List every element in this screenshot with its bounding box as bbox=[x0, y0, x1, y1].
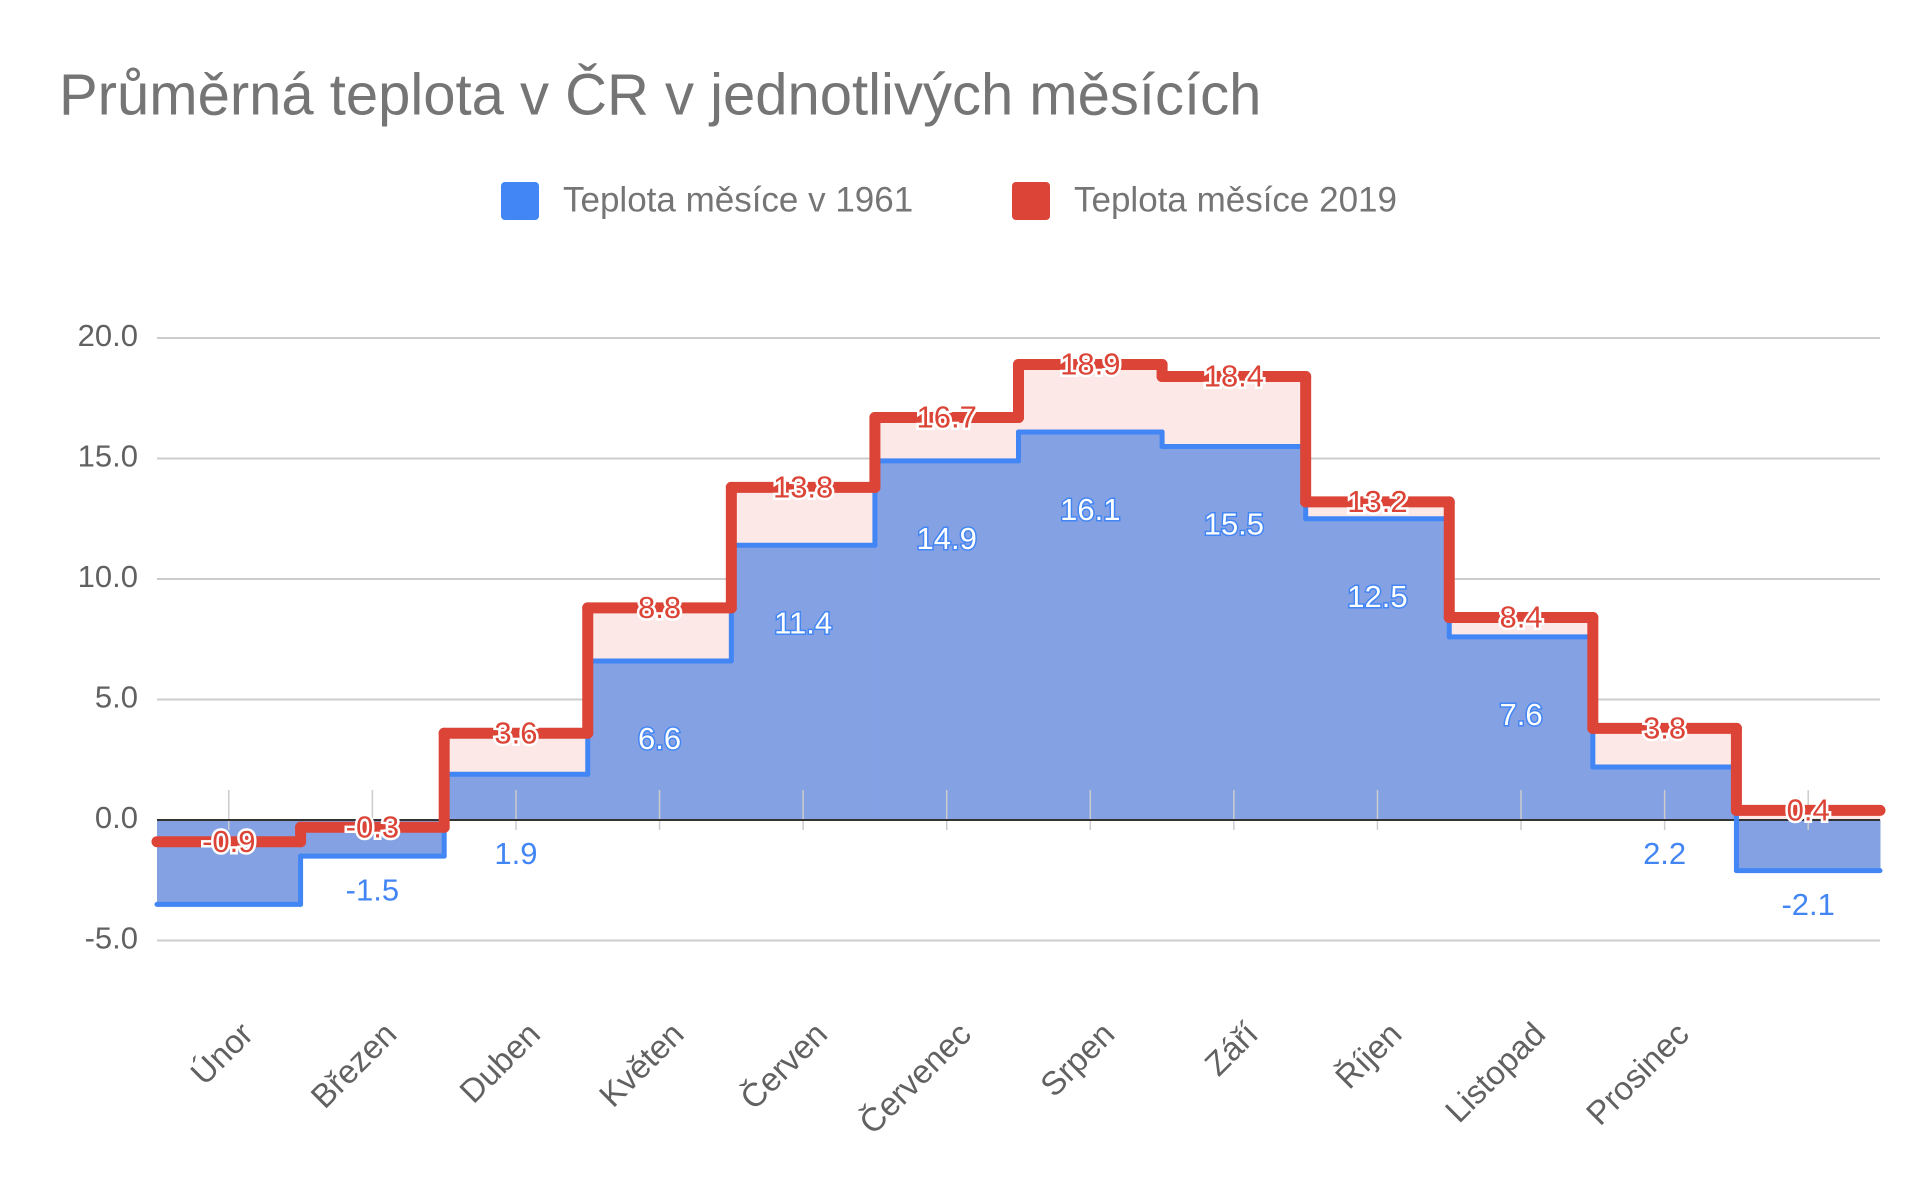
data-label: -2.1 bbox=[1781, 887, 1834, 922]
y-tick-label: 5.0 bbox=[95, 680, 138, 715]
area-step bbox=[157, 820, 302, 905]
data-label: 16.7 bbox=[917, 400, 977, 435]
chart-title: Průměrná teplota v ČR v jednotlivých měs… bbox=[59, 62, 1261, 127]
data-label: 3.8 bbox=[1643, 711, 1686, 746]
data-label: 12.5 bbox=[1347, 579, 1407, 614]
area-step bbox=[1162, 446, 1307, 820]
area-step bbox=[1449, 636, 1594, 820]
x-tick-label: Září bbox=[1197, 1015, 1265, 1083]
data-label: 13.2 bbox=[1347, 484, 1407, 519]
x-tick-label: Květen bbox=[592, 1015, 691, 1114]
x-tick-label: Prosinec bbox=[1579, 1015, 1696, 1132]
legend-label: Teplota měsíce 2019 bbox=[1074, 180, 1397, 219]
x-tick-label: Únor bbox=[183, 1015, 260, 1092]
legend-swatch bbox=[501, 182, 539, 220]
data-label: 14.9 bbox=[917, 521, 977, 556]
data-label: 2.2 bbox=[1643, 836, 1686, 871]
data-label: 13.8 bbox=[773, 470, 833, 505]
data-label: 15.5 bbox=[1204, 507, 1264, 542]
data-label: 6.6 bbox=[638, 721, 681, 756]
y-tick-label: 0.0 bbox=[95, 800, 138, 835]
area-step bbox=[1305, 518, 1450, 820]
legend-label: Teplota měsíce v 1961 bbox=[563, 180, 913, 219]
x-tick-label: Duben bbox=[452, 1015, 547, 1110]
legend-swatch bbox=[1012, 182, 1050, 220]
data-label: 8.8 bbox=[638, 590, 681, 625]
x-tick-label: Červen bbox=[733, 1015, 834, 1116]
data-label: 3.6 bbox=[494, 715, 537, 750]
data-label: -1.5 bbox=[346, 872, 399, 907]
x-tick-label: Červenec bbox=[852, 1015, 978, 1141]
data-label: 16.1 bbox=[1060, 492, 1120, 527]
data-label: 0.4 bbox=[1787, 793, 1830, 828]
data-label: 11.4 bbox=[774, 605, 832, 640]
x-tick-label: Listopad bbox=[1438, 1015, 1552, 1129]
x-tick-label: Srpen bbox=[1033, 1015, 1121, 1103]
y-tick-label: -5.0 bbox=[85, 921, 138, 956]
x-tick-label: Březen bbox=[303, 1015, 403, 1115]
x-tick-label: Říjen bbox=[1328, 1015, 1409, 1096]
data-label: 7.6 bbox=[1499, 697, 1542, 732]
data-label: 8.4 bbox=[1499, 600, 1542, 635]
data-label: 18.9 bbox=[1060, 347, 1120, 382]
data-label: -0.9 bbox=[202, 824, 255, 859]
area-step bbox=[874, 460, 1019, 820]
area-step bbox=[1018, 431, 1163, 820]
y-tick-label: 20.0 bbox=[78, 318, 138, 353]
y-tick-label: 10.0 bbox=[78, 559, 138, 594]
data-label: -0.3 bbox=[346, 809, 399, 844]
area-step bbox=[731, 545, 876, 820]
y-tick-label: 15.0 bbox=[78, 439, 138, 474]
data-label: 1.9 bbox=[494, 836, 537, 871]
data-label: 18.4 bbox=[1204, 359, 1264, 394]
